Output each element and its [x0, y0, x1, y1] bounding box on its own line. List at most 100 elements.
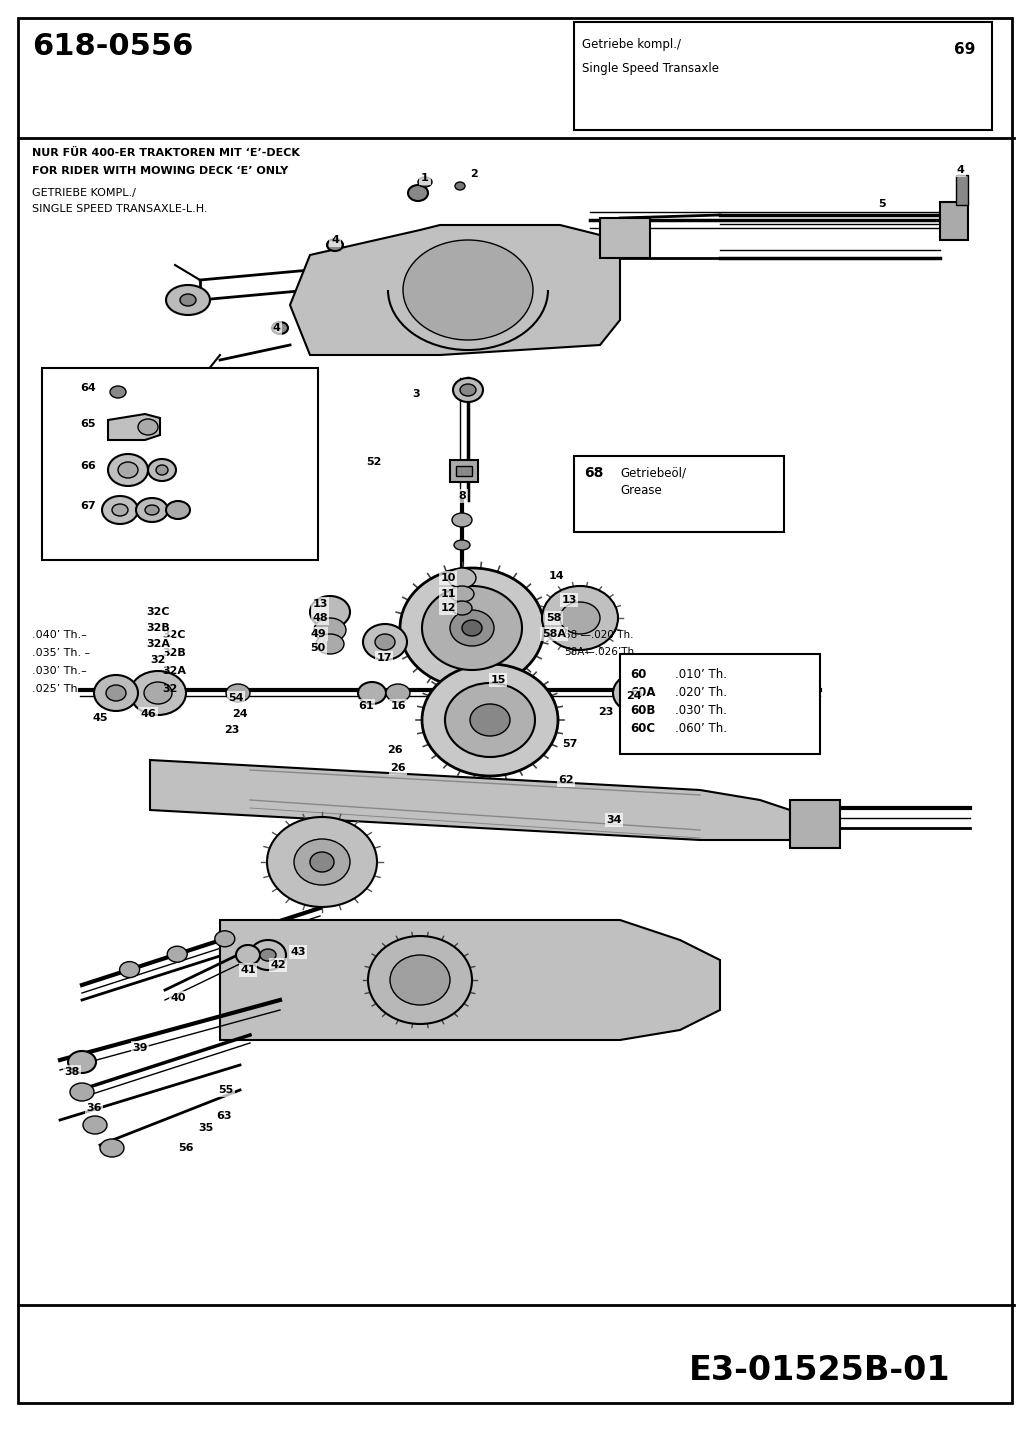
Ellipse shape [94, 674, 138, 710]
Text: 16: 16 [390, 700, 406, 710]
Bar [574, 455, 784, 532]
Ellipse shape [272, 321, 288, 334]
Ellipse shape [193, 370, 217, 389]
Bar [791, 800, 840, 847]
Text: 38: 38 [64, 1066, 79, 1076]
Text: 58 —.020’Th.: 58 —.020’Th. [565, 630, 634, 640]
Text: 1: 1 [421, 173, 429, 183]
Text: 32B: 32B [162, 648, 186, 659]
Text: 48: 48 [313, 612, 328, 623]
Text: 41: 41 [240, 965, 256, 976]
Text: 14: 14 [548, 571, 563, 581]
Ellipse shape [448, 568, 476, 588]
Text: .040’ Th.–: .040’ Th.– [32, 630, 87, 640]
Text: 36: 36 [87, 1102, 102, 1112]
Ellipse shape [368, 937, 472, 1025]
Ellipse shape [102, 496, 138, 525]
Ellipse shape [294, 839, 350, 885]
Ellipse shape [120, 961, 139, 977]
Ellipse shape [408, 184, 428, 200]
Ellipse shape [422, 664, 558, 777]
Ellipse shape [156, 465, 168, 476]
Text: 64: 64 [80, 383, 96, 393]
Polygon shape [150, 759, 820, 840]
Text: 58A—.026’Th.: 58A—.026’Th. [565, 647, 638, 657]
Ellipse shape [68, 1050, 96, 1074]
Bar [940, 202, 968, 241]
Text: Getriebeöl/: Getriebeöl/ [620, 465, 686, 478]
Ellipse shape [260, 950, 276, 961]
Text: 63: 63 [217, 1111, 232, 1121]
Ellipse shape [236, 945, 260, 965]
Ellipse shape [144, 682, 172, 705]
Ellipse shape [100, 1138, 124, 1157]
Text: 45: 45 [92, 713, 107, 723]
Ellipse shape [613, 673, 663, 713]
Polygon shape [290, 225, 620, 354]
Ellipse shape [310, 852, 334, 872]
Ellipse shape [136, 499, 168, 522]
Ellipse shape [106, 684, 126, 700]
Text: 52: 52 [366, 457, 382, 467]
Ellipse shape [148, 460, 176, 481]
Ellipse shape [404, 241, 533, 340]
Ellipse shape [460, 383, 476, 396]
Text: .020’ Th.: .020’ Th. [675, 686, 727, 699]
Text: 40: 40 [170, 993, 186, 1003]
Text: 4: 4 [956, 166, 964, 174]
Text: Grease: Grease [620, 484, 662, 497]
Ellipse shape [452, 513, 472, 527]
Ellipse shape [462, 620, 482, 635]
Ellipse shape [455, 182, 465, 190]
Ellipse shape [226, 684, 250, 702]
Text: 50: 50 [311, 643, 326, 653]
Text: 26: 26 [390, 762, 406, 772]
Text: 13: 13 [313, 599, 328, 610]
Text: 43: 43 [290, 947, 305, 957]
Text: 60B: 60B [630, 705, 655, 718]
Ellipse shape [470, 705, 510, 736]
Ellipse shape [83, 1115, 107, 1134]
Text: Single Speed Transaxle: Single Speed Transaxle [582, 62, 719, 75]
Text: 24: 24 [232, 709, 248, 719]
Text: E3-01525B-01: E3-01525B-01 [689, 1353, 950, 1386]
Text: .060’ Th.: .060’ Th. [675, 722, 727, 735]
Text: 32A: 32A [146, 638, 170, 648]
Polygon shape [220, 919, 720, 1040]
Text: 35: 35 [198, 1123, 214, 1133]
Ellipse shape [314, 618, 346, 643]
Text: 42: 42 [270, 960, 286, 970]
Ellipse shape [118, 463, 138, 478]
Ellipse shape [445, 683, 535, 757]
Text: 32B: 32B [147, 623, 170, 633]
Text: 56: 56 [179, 1143, 194, 1153]
Text: 32C: 32C [162, 630, 186, 640]
Text: 46: 46 [140, 709, 156, 719]
Text: .025’ Th.–: .025’ Th.– [32, 684, 87, 695]
Text: 23: 23 [224, 725, 239, 735]
Ellipse shape [542, 586, 618, 650]
Bar [574, 22, 992, 130]
Ellipse shape [418, 177, 432, 187]
Text: 5: 5 [878, 199, 885, 209]
Ellipse shape [167, 947, 187, 963]
Text: FOR RIDER WITH MOWING DECK ‘E’ ONLY: FOR RIDER WITH MOWING DECK ‘E’ ONLY [32, 166, 288, 176]
Ellipse shape [180, 294, 196, 305]
Ellipse shape [363, 624, 407, 660]
Text: 55: 55 [219, 1085, 233, 1095]
Text: 32A: 32A [162, 666, 186, 676]
Text: 11: 11 [441, 589, 456, 599]
Text: 15: 15 [490, 674, 506, 684]
Ellipse shape [166, 285, 209, 316]
Bar [456, 465, 472, 476]
Text: 65: 65 [80, 419, 96, 429]
Ellipse shape [267, 817, 377, 906]
Bar [450, 460, 478, 481]
Text: 24: 24 [626, 692, 642, 700]
Ellipse shape [422, 586, 522, 670]
Text: Getriebe kompl./: Getriebe kompl./ [582, 37, 681, 50]
Text: 66: 66 [80, 461, 96, 471]
Ellipse shape [130, 672, 186, 715]
Text: 4: 4 [331, 235, 338, 245]
Text: 13: 13 [561, 595, 577, 605]
